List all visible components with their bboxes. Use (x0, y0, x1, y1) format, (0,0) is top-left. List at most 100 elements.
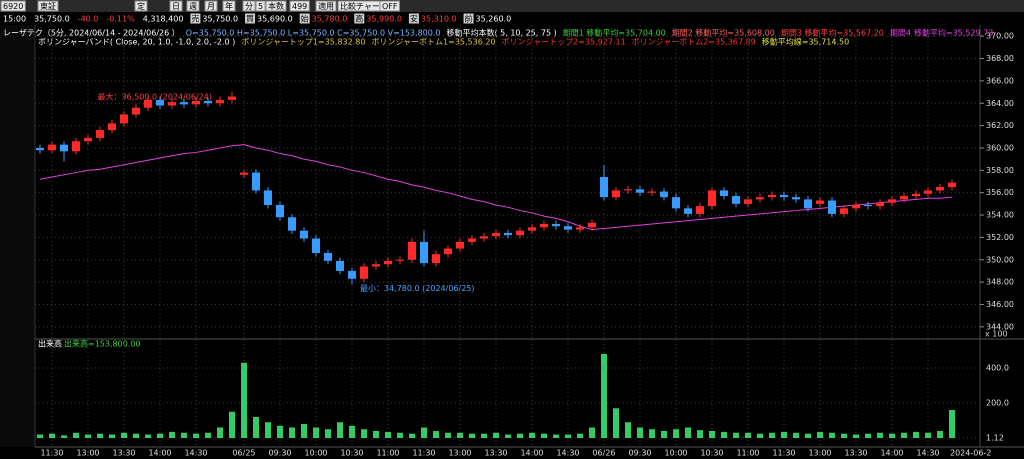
toolbar-button[interactable] (204, 0, 218, 12)
y-tick-label: 348.00 (986, 278, 1014, 287)
toolbar-button[interactable] (265, 0, 287, 12)
toolbar-label[interactable]: 日 (172, 2, 180, 11)
candle-body (144, 99, 152, 108)
candle-body (120, 114, 128, 124)
candle-body (708, 190, 716, 207)
toolbar-label[interactable]: 比較チャート (340, 1, 388, 11)
volume-bar (829, 432, 835, 438)
y-tick-label: 346.00 (986, 300, 1014, 309)
volume-bar (769, 432, 775, 438)
toolbar-button[interactable] (315, 0, 337, 12)
toolbar-button[interactable] (255, 0, 266, 12)
toolbar-button[interactable] (379, 0, 400, 12)
candle-body (492, 232, 500, 237)
x-tick-label: 13:00 (808, 449, 831, 458)
volume-bar (349, 425, 355, 438)
y-tick-label: 368.00 (986, 54, 1014, 63)
candle-body (432, 254, 440, 264)
x-tick-label: 13:30 (112, 449, 135, 458)
candle-body (936, 187, 944, 191)
candle-body (816, 200, 824, 204)
candle-body (84, 137, 92, 142)
volume-bar (193, 433, 199, 438)
toolbar-label[interactable]: 定 (137, 1, 145, 11)
y-tick-label: 360.00 (986, 143, 1014, 152)
candle-body (384, 260, 392, 265)
volume-bar (445, 432, 451, 438)
y-tick-label: 366.00 (986, 76, 1014, 85)
toolbar-label[interactable]: OFF (382, 2, 398, 11)
volume-bar (181, 432, 187, 438)
candle-body (948, 182, 956, 188)
toolbar-button[interactable] (289, 0, 310, 12)
candle-body (900, 196, 908, 200)
x-tick-label: 10:30 (340, 449, 363, 458)
volume-bar (793, 432, 799, 438)
volume-bar (253, 417, 259, 438)
x-tick-label: 13:30 (844, 449, 867, 458)
toolbar-label[interactable]: 年 (225, 1, 233, 11)
toolbar-label[interactable]: 東証 (40, 1, 56, 11)
toolbar-label[interactable]: 499 (292, 2, 307, 11)
volume-bar (649, 429, 655, 438)
volume-bar (169, 431, 175, 438)
volume-bar (625, 422, 631, 438)
toolbar-button[interactable] (242, 0, 256, 12)
toolbar-button[interactable] (134, 0, 148, 12)
toolbar-label[interactable]: 週 (189, 2, 197, 11)
volume-title: 出来高 (38, 339, 62, 349)
toolbar-label[interactable]: 月 (207, 2, 215, 11)
volume-bar (865, 433, 871, 438)
y-tick-label: 356.00 (986, 188, 1014, 197)
volume-bar (217, 427, 223, 438)
x-tick-label: 11:30 (772, 449, 795, 458)
quote-box (354, 13, 365, 24)
toolbar-button[interactable] (222, 0, 236, 12)
toolbar-button[interactable] (169, 0, 183, 12)
y-tick-label: 350.00 (986, 255, 1014, 264)
candle-body (288, 217, 296, 231)
toolbar-button[interactable] (37, 0, 59, 12)
quote-text: 4,318,400 (143, 15, 184, 24)
volume-bar (409, 433, 415, 438)
x-tick-label: 13:00 (448, 449, 471, 458)
toolbar-label[interactable]: 分 (245, 2, 253, 11)
x-date-label: 2024-06-2 (950, 449, 991, 458)
volume-bar (721, 431, 727, 438)
quote-text: 売 (191, 14, 199, 24)
candle-body (36, 147, 44, 151)
toolbar-button[interactable] (0, 0, 26, 12)
legend-text: ボリンジャーボトム1=35,536.20 (371, 38, 495, 47)
quote-box (190, 13, 201, 24)
volume-bar (901, 432, 907, 438)
toolbar-label[interactable]: 5 (258, 2, 263, 11)
toolbar-label[interactable]: 適用 (318, 1, 334, 11)
volume-bar (541, 433, 547, 438)
candle-body (600, 177, 608, 198)
volume-bar (673, 429, 679, 438)
legend-text: 移動平均本数( 5, 10, 25, 75 ) (446, 28, 556, 38)
candle-body (72, 141, 80, 152)
candle-body (744, 199, 752, 204)
toolbar-label[interactable]: 本数 (268, 1, 284, 11)
volume-bar (61, 435, 67, 438)
quote-box (463, 13, 474, 24)
candle-body (372, 264, 380, 267)
quote-box (245, 13, 256, 24)
volume-bar (205, 432, 211, 438)
candle-body (324, 253, 332, 261)
x-tick-label: 09:30 (628, 449, 651, 458)
y-tick-label: 370.00 (986, 32, 1014, 41)
quote-bg (0, 12, 1024, 25)
volume-bar (289, 427, 295, 438)
x-tick-label: 14:30 (556, 449, 579, 458)
volume-bar (121, 432, 127, 438)
candle-body (672, 197, 680, 209)
candle-body (480, 236, 488, 239)
candle-body (612, 190, 620, 198)
toolbar-label[interactable]: 6920 (3, 2, 23, 11)
toolbar-button[interactable] (186, 0, 200, 12)
volume-bar (661, 431, 667, 438)
candle-body (168, 102, 176, 106)
